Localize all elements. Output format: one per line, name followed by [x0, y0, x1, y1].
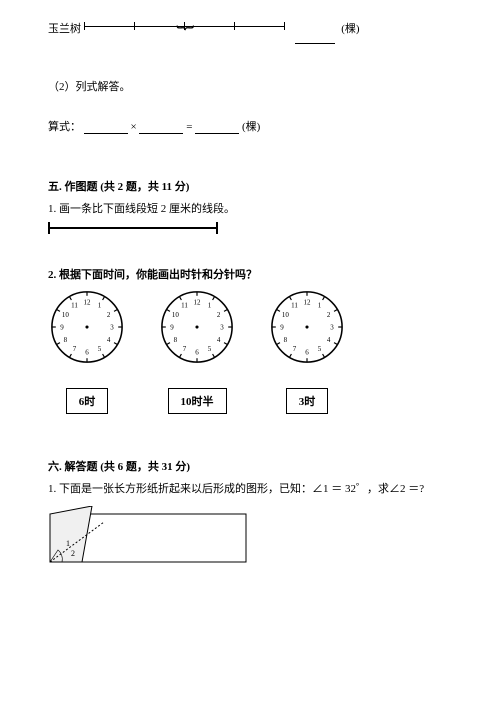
svg-text:12: 12 [194, 298, 202, 306]
svg-text:3: 3 [330, 323, 334, 331]
svg-text:10: 10 [282, 311, 290, 319]
svg-text:11: 11 [71, 302, 78, 310]
clock-label-1: 6时 [66, 388, 109, 414]
svg-text:1: 1 [318, 302, 322, 310]
svg-text:1: 1 [98, 302, 102, 310]
mult-sign: × [131, 121, 137, 133]
svg-text:11: 11 [291, 302, 298, 310]
tree-line: 玉兰树 ︸ (棵) [48, 20, 452, 44]
angle1-label: 1 [66, 539, 70, 548]
svg-text:11: 11 [181, 302, 188, 310]
svg-text:12: 12 [304, 298, 312, 306]
svg-text:2: 2 [107, 311, 111, 319]
section6-title: 六. 解答题 (共 6 题，共 31 分) [48, 458, 452, 474]
svg-text:4: 4 [217, 336, 221, 344]
svg-text:6: 6 [195, 348, 199, 356]
number-line: ︸ [84, 20, 284, 44]
svg-text:5: 5 [208, 345, 212, 353]
svg-text:1: 1 [208, 302, 212, 310]
clock-label-3: 3时 [286, 388, 329, 414]
svg-text:8: 8 [64, 336, 68, 344]
fold-figure: 1 2 [48, 506, 248, 564]
svg-text:6: 6 [305, 348, 309, 356]
section5-q1: 1. 画一条比下面线段短 2 厘米的线段。 [48, 200, 452, 216]
clock-labels-row: 6时 10时半 3时 [48, 376, 452, 414]
formula-label: 算式： [48, 121, 81, 133]
svg-text:12: 12 [84, 298, 92, 306]
sub2-label: （2）列式解答。 [48, 78, 452, 94]
svg-text:5: 5 [98, 345, 102, 353]
svg-text:7: 7 [73, 345, 77, 353]
clock-1: 12 12 3 45 6789 1011 [48, 288, 126, 366]
clock-2: 12 12 3 45 6789 1011 [158, 288, 236, 366]
svg-text:7: 7 [183, 345, 187, 353]
section5-q2: 2. 根据下面时间，你能画出时针和分针吗？ [48, 266, 452, 282]
svg-text:8: 8 [284, 336, 288, 344]
svg-text:10: 10 [62, 311, 69, 319]
clocks-row: 121234567891011 121234567891011 12123456… [48, 288, 452, 366]
svg-text:9: 9 [170, 323, 174, 331]
svg-text:3: 3 [220, 323, 224, 331]
svg-text:3: 3 [110, 323, 114, 331]
formula-unit: (棵) [242, 121, 260, 133]
svg-text:7: 7 [293, 345, 297, 353]
line-segment [48, 222, 218, 234]
svg-text:8: 8 [174, 336, 178, 344]
svg-text:4: 4 [327, 336, 331, 344]
svg-text:2: 2 [327, 311, 331, 319]
svg-text:10: 10 [172, 311, 180, 319]
section5-title: 五. 作图题 (共 2 题，共 11 分) [48, 178, 452, 194]
angle2-label: 2 [71, 549, 75, 558]
clock-label-2: 10时半 [168, 388, 227, 414]
formula-line: 算式： × = (棵) [48, 118, 452, 134]
brace-icon: ︸ [84, 30, 284, 40]
svg-text:9: 9 [280, 323, 284, 331]
tree-label: 玉兰树 [48, 23, 81, 35]
svg-text:6: 6 [85, 348, 89, 356]
section6-q1: 1. 下面是一张长方形纸折起来以后形成的图形，已知：∠1 ＝ 32゜，求∠2 ＝… [48, 480, 452, 496]
svg-text:4: 4 [107, 336, 111, 344]
svg-text:2: 2 [217, 311, 221, 319]
eq-sign: = [186, 121, 192, 133]
svg-text:9: 9 [60, 323, 64, 331]
svg-text:5: 5 [318, 345, 322, 353]
tree-unit: (棵) [341, 23, 359, 35]
clock-3: 12 12 3 45 6789 1011 [268, 288, 346, 366]
